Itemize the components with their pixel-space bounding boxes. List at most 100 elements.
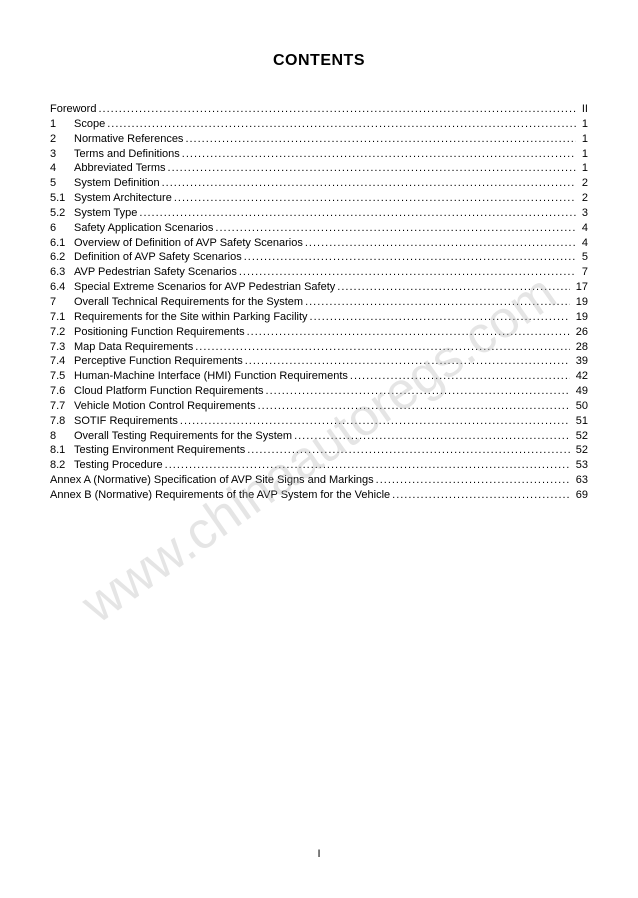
toc-entry-page: 17 (572, 280, 588, 295)
toc-entry-label: System Definition (74, 176, 160, 191)
toc-leader-dots (162, 176, 576, 191)
toc-row: 8Overall Testing Requirements for the Sy… (50, 429, 588, 444)
toc-entry-label: Special Extreme Scenarios for AVP Pedest… (74, 280, 335, 295)
toc-entry-label: Annex A (Normative) Specification of AVP… (50, 473, 374, 488)
toc-entry-page: 2 (578, 191, 588, 206)
toc-entry-page: 19 (572, 310, 588, 325)
toc-entry-number: 8.1 (50, 443, 74, 458)
toc-row: Annex B (Normative) Requirements of the … (50, 488, 588, 503)
toc-entry-label: Requirements for the Site within Parking… (74, 310, 308, 325)
toc-entry-label: Normative References (74, 132, 183, 147)
toc-entry-number: 5.1 (50, 191, 74, 206)
toc-leader-dots (258, 399, 570, 414)
toc-entry-number: 6.4 (50, 280, 74, 295)
toc-entry-page: 63 (572, 473, 588, 488)
toc-row: 7Overall Technical Requirements for the … (50, 295, 588, 310)
toc-leader-dots (244, 250, 576, 265)
toc-leader-dots (195, 340, 570, 355)
toc-entry-page: 50 (572, 399, 588, 414)
toc-leader-dots (350, 369, 570, 384)
toc-entry-number: 7.3 (50, 340, 74, 355)
toc-leader-dots (168, 161, 576, 176)
toc-entry-number: 3 (50, 147, 74, 162)
toc-row: 7.2Positioning Function Requirements26 (50, 325, 588, 340)
toc-leader-dots (239, 265, 576, 280)
toc-row: 8.1Testing Environment Requirements52 (50, 443, 588, 458)
toc-row: 5.2System Type3 (50, 206, 588, 221)
toc-leader-dots (185, 132, 575, 147)
toc-entry-number: 7.5 (50, 369, 74, 384)
toc-entry-label: Foreword (50, 102, 96, 117)
toc-leader-dots (266, 384, 570, 399)
toc-entry-label: Vehicle Motion Control Requirements (74, 399, 256, 414)
toc-entry-number: 4 (50, 161, 74, 176)
toc-entry-page: 1 (578, 117, 588, 132)
toc-entry-number: 6.2 (50, 250, 74, 265)
toc-entry-label: Annex B (Normative) Requirements of the … (50, 488, 390, 503)
toc-entry-label: Perceptive Function Requirements (74, 354, 243, 369)
toc-row: ForewordII (50, 102, 588, 117)
toc-entry-number: 5.2 (50, 206, 74, 221)
toc-entry-page: 51 (572, 414, 588, 429)
toc-entry-label: Testing Environment Requirements (74, 443, 245, 458)
toc-entry-number: 5 (50, 176, 74, 191)
toc-entry-number: 7 (50, 295, 74, 310)
toc-entry-label: Human-Machine Interface (HMI) Function R… (74, 369, 348, 384)
toc-entry-number: 8.2 (50, 458, 74, 473)
toc-row: 8.2Testing Procedure53 (50, 458, 588, 473)
toc-entry-page: 28 (572, 340, 588, 355)
toc-entry-page: 69 (572, 488, 588, 503)
toc-entry-page: 42 (572, 369, 588, 384)
toc-row: 5.1System Architecture2 (50, 191, 588, 206)
toc-entry-page: 39 (572, 354, 588, 369)
toc-entry-label: Safety Application Scenarios (74, 221, 213, 236)
toc-row: 5System Definition 2 (50, 176, 588, 191)
toc-leader-dots (165, 458, 570, 473)
toc-row: 4Abbreviated Terms 1 (50, 161, 588, 176)
toc-leader-dots (107, 117, 576, 132)
toc-entry-label: Abbreviated Terms (74, 161, 166, 176)
toc-row: 6.1Overview of Definition of AVP Safety … (50, 236, 588, 251)
toc-leader-dots (180, 414, 570, 429)
toc-leader-dots (245, 354, 570, 369)
toc-entry-number: 7.8 (50, 414, 74, 429)
toc-entry-page: 4 (578, 221, 588, 236)
toc-entry-page: 52 (572, 429, 588, 444)
toc-entry-number: 6.3 (50, 265, 74, 280)
toc-entry-number: 7.7 (50, 399, 74, 414)
table-of-contents: ForewordII1Scope12Normative References13… (50, 102, 588, 503)
toc-entry-label: Overall Technical Requirements for the S… (74, 295, 303, 310)
toc-entry-page: 4 (578, 236, 588, 251)
toc-entry-number: 8 (50, 429, 74, 444)
toc-entry-page: 1 (578, 147, 588, 162)
toc-entry-page: 2 (578, 176, 588, 191)
toc-row: 6Safety Application Scenarios4 (50, 221, 588, 236)
toc-leader-dots (294, 429, 570, 444)
toc-row: 7.7Vehicle Motion Control Requirements 50 (50, 399, 588, 414)
toc-leader-dots (392, 488, 570, 503)
toc-entry-label: Overview of Definition of AVP Safety Sce… (74, 236, 303, 251)
toc-leader-dots (310, 310, 570, 325)
toc-entry-page: 53 (572, 458, 588, 473)
toc-entry-label: SOTIF Requirements (74, 414, 178, 429)
toc-row: Annex A (Normative) Specification of AVP… (50, 473, 588, 488)
toc-entry-page: 19 (572, 295, 588, 310)
toc-entry-label: System Type (74, 206, 137, 221)
toc-entry-number: 7.2 (50, 325, 74, 340)
toc-row: 1Scope1 (50, 117, 588, 132)
toc-row: 6.2Definition of AVP Safety Scenarios5 (50, 250, 588, 265)
toc-leader-dots (247, 443, 570, 458)
toc-entry-page: 1 (578, 161, 588, 176)
toc-entry-number: 7.6 (50, 384, 74, 399)
toc-leader-dots (174, 191, 576, 206)
toc-row: 7.1Requirements for the Site within Park… (50, 310, 588, 325)
toc-entry-number: 7.4 (50, 354, 74, 369)
toc-row: 7.8SOTIF Requirements 51 (50, 414, 588, 429)
toc-entry-label: Overall Testing Requirements for the Sys… (74, 429, 292, 444)
toc-leader-dots (139, 206, 575, 221)
toc-row: 3Terms and Definitions1 (50, 147, 588, 162)
toc-leader-dots (182, 147, 576, 162)
toc-entry-number: 7.1 (50, 310, 74, 325)
toc-row: 7.4Perceptive Function Requirements 39 (50, 354, 588, 369)
toc-entry-number: 2 (50, 132, 74, 147)
